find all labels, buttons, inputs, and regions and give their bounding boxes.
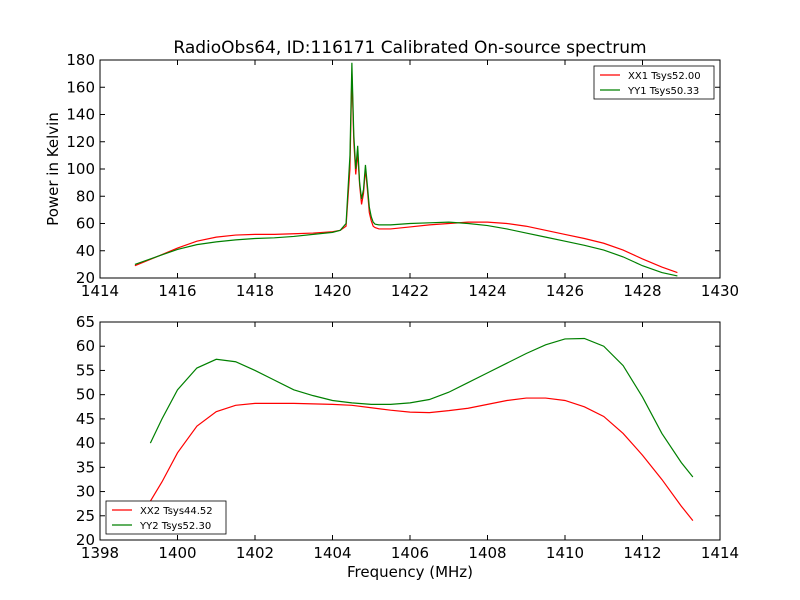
x-tick-label: 1428 <box>623 282 661 300</box>
legend-entry: YY2 Tsys52.30 <box>139 521 211 532</box>
x-axis-label: Frequency (MHz) <box>347 563 473 581</box>
y-tick-label: 45 <box>76 410 95 428</box>
series-line-xx1 <box>134 73 678 274</box>
legend-entry: XX1 Tsys52.00 <box>628 71 701 82</box>
y-tick-label: 30 <box>76 483 95 501</box>
x-tick-label: 1414 <box>81 282 119 300</box>
y-tick-label: 140 <box>66 106 95 124</box>
y-tick-label: 80 <box>76 187 95 205</box>
y-axis-label: Power in Kelvin <box>44 112 62 226</box>
legend: XX2 Tsys44.52 YY2 Tsys52.30 <box>105 500 227 535</box>
x-tick-label: 1418 <box>236 282 274 300</box>
y-tick-label: 50 <box>76 386 95 404</box>
legend-entry: YY1 Tsys50.33 <box>627 86 699 97</box>
y-tick-label: 35 <box>76 458 95 476</box>
legend-entry: XX2 Tsys44.52 <box>140 506 213 517</box>
x-tick-label: 1416 <box>158 282 196 300</box>
x-tick-label: 1420 <box>313 282 351 300</box>
top-spectrum-panel: 1414 1416 1418 1420 1422 1424 1426 1428 1430 20 40… <box>44 51 739 300</box>
x-tick-label: 1426 <box>546 282 584 300</box>
y-tick-label: 40 <box>76 434 95 452</box>
x-tick-label: 1404 <box>313 544 351 562</box>
legend-box <box>593 65 715 100</box>
x-tick-label: 1412 <box>623 544 661 562</box>
x-tick-label: 1410 <box>546 544 584 562</box>
x-tick-label: 1422 <box>391 282 429 300</box>
x-tick-label: 1414 <box>701 544 739 562</box>
series-line-yy1 <box>134 62 678 277</box>
x-tick-label: 1406 <box>391 544 429 562</box>
x-tick-label: 1430 <box>701 282 739 300</box>
y-tick-label: 25 <box>76 507 95 525</box>
y-tick-label: 160 <box>66 78 95 96</box>
legend-box <box>105 500 227 535</box>
y-tick-label: 40 <box>76 242 95 260</box>
y-tick-label: 65 <box>76 313 95 331</box>
x-tick-label: 1402 <box>236 544 274 562</box>
bottom-spectrum-panel: 1398 1400 1402 1404 1406 1408 1410 1412 1414 20 25… <box>76 313 739 581</box>
x-tick-label: 1424 <box>468 282 506 300</box>
y-tick-label: 55 <box>76 361 95 379</box>
series-line-yy2 <box>149 337 694 478</box>
figure-title: RadioObs64, ID:116171 Calibrated On-sour… <box>173 38 646 58</box>
y-tick-label: 120 <box>66 133 95 151</box>
y-tick-label: 20 <box>76 269 95 287</box>
y-tick-label: 180 <box>66 51 95 69</box>
legend: XX1 Tsys52.00 YY1 Tsys50.33 <box>593 65 715 100</box>
y-tick-label: 20 <box>76 531 95 549</box>
x-tick-label: 1398 <box>81 544 119 562</box>
y-tick-label: 60 <box>76 215 95 233</box>
x-tick-label: 1400 <box>158 544 196 562</box>
x-tick-label: 1408 <box>468 544 506 562</box>
y-tick-label: 60 <box>76 337 95 355</box>
y-tick-label: 100 <box>66 160 95 178</box>
series-line-xx2 <box>149 397 694 521</box>
